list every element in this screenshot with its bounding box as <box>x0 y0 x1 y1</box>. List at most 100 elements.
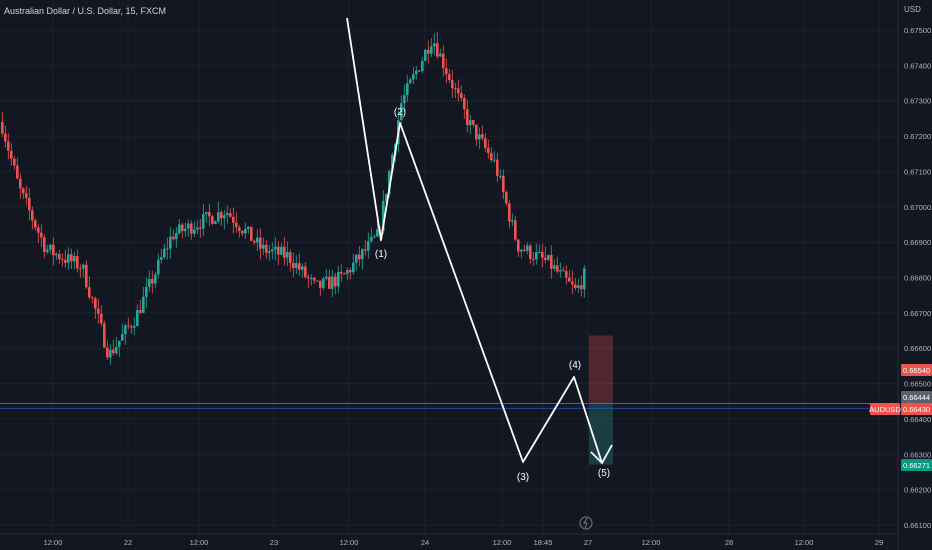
candle <box>235 212 238 233</box>
candle <box>265 240 268 259</box>
candle <box>298 253 301 277</box>
candle <box>400 95 403 125</box>
candle <box>157 253 160 279</box>
candle <box>205 211 208 223</box>
entry-price-badge: 0.66444 <box>901 391 932 403</box>
short-position-tool[interactable] <box>589 335 613 465</box>
candle <box>106 340 109 361</box>
candle <box>301 263 304 278</box>
candle <box>349 267 352 280</box>
time-axis[interactable]: 12:00 22 12:00 23 12:00 24 12:00 18:45 27 12:00 28… <box>0 533 898 547</box>
candle <box>64 249 67 268</box>
candle <box>160 248 163 264</box>
candle <box>85 260 88 290</box>
y-tick-label: 0.66600 <box>904 344 931 353</box>
candle <box>580 275 583 297</box>
candle <box>439 48 442 57</box>
candle <box>121 323 124 341</box>
candle <box>541 243 544 268</box>
symbol-badge: AUDUSD <box>869 403 901 415</box>
candle <box>139 299 142 315</box>
stop-zone <box>589 335 613 404</box>
y-tick-label: 0.66500 <box>904 380 931 389</box>
candle <box>463 94 466 119</box>
candle <box>574 278 577 291</box>
candle <box>262 237 265 256</box>
candle <box>40 224 43 248</box>
candle <box>175 226 178 248</box>
candle <box>364 240 367 256</box>
candle <box>577 278 580 293</box>
candle <box>322 276 325 291</box>
candle <box>499 169 502 180</box>
candles <box>1 32 586 366</box>
candle <box>253 239 256 246</box>
candle <box>25 185 28 206</box>
candle <box>91 295 94 304</box>
candle <box>487 139 490 159</box>
price-axis[interactable]: 0.67500 0.67400 0.67300 0.67200 0.67100 0.670… <box>897 0 931 550</box>
candle <box>208 203 211 227</box>
x-tick-label: 22 <box>124 538 132 547</box>
y-tick-label: 0.67000 <box>904 203 931 212</box>
candle <box>79 264 82 278</box>
candle <box>97 298 100 324</box>
candle <box>37 224 40 244</box>
candle <box>319 280 322 296</box>
price-lines <box>0 402 898 409</box>
candle <box>118 340 121 358</box>
candle <box>466 99 469 133</box>
candle <box>295 255 298 275</box>
svg-text:0.66271: 0.66271 <box>903 461 930 470</box>
replay-icon[interactable] <box>579 516 593 530</box>
candle <box>367 232 370 259</box>
candle <box>337 265 340 293</box>
candle <box>178 219 181 236</box>
y-tick-label: 0.66900 <box>904 238 931 247</box>
x-tick-label: 12:00 <box>190 538 209 547</box>
x-tick-label: 12:00 <box>44 538 63 547</box>
candle <box>472 119 475 128</box>
candle <box>430 37 433 58</box>
candle <box>7 133 10 160</box>
candle <box>238 224 241 238</box>
candle <box>34 218 37 231</box>
candle <box>19 173 22 199</box>
candle <box>232 207 235 234</box>
candle <box>226 205 229 224</box>
candle <box>109 344 112 366</box>
candle <box>343 272 346 275</box>
candle <box>454 82 457 99</box>
candle <box>190 220 193 240</box>
candle <box>427 40 430 64</box>
candle <box>211 214 214 225</box>
elliott-wave[interactable]: (1) (2) (3) (4) (5) <box>346 17 613 483</box>
candle <box>424 48 427 62</box>
candle <box>421 57 424 74</box>
svg-text:0.66430: 0.66430 <box>903 405 930 414</box>
x-tick-label: 18:45 <box>534 538 553 547</box>
candle <box>415 66 418 80</box>
candle <box>418 69 421 72</box>
candle <box>268 244 271 261</box>
candle <box>73 251 76 270</box>
candle <box>103 320 106 349</box>
candle <box>532 252 535 266</box>
candle <box>76 249 79 273</box>
wave-label: (3) <box>517 472 529 483</box>
candle <box>52 237 55 266</box>
wave-label: (2) <box>394 107 406 118</box>
candle <box>553 259 556 272</box>
candle <box>505 190 508 206</box>
candle <box>535 243 538 265</box>
candle <box>334 272 337 295</box>
candle <box>88 276 91 300</box>
candle <box>214 220 217 224</box>
x-tick-label: 12:00 <box>340 538 359 547</box>
symbol-title: Australian Dollar / U.S. Dollar, 15, FXC… <box>4 6 166 16</box>
candle <box>412 66 415 85</box>
y-tick-label: 0.66800 <box>904 274 931 283</box>
current-price-badge: 0.66430 <box>901 403 932 415</box>
